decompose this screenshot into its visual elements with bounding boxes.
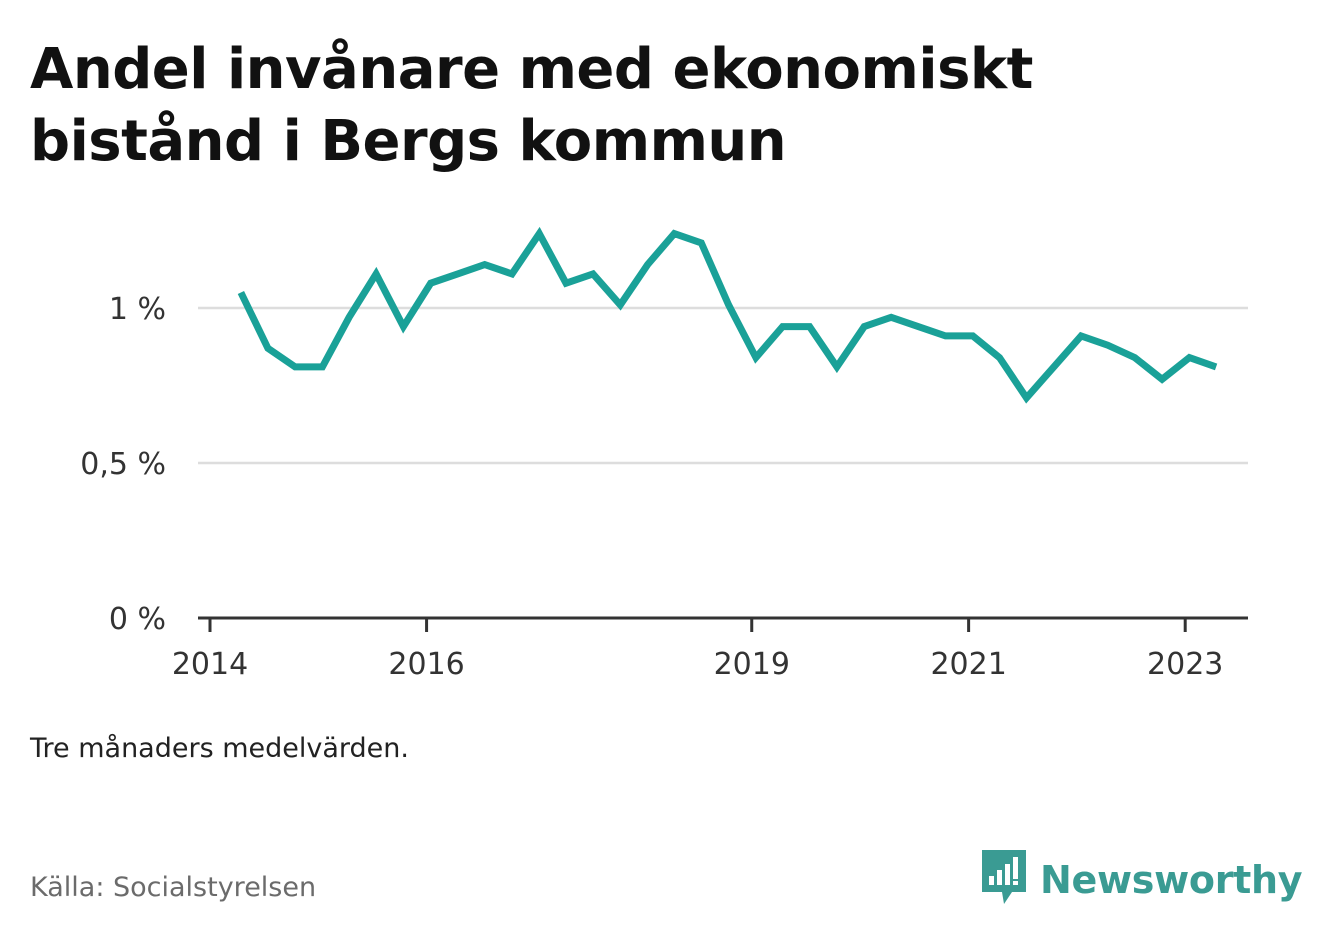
x-tick-label: 2014 [172,647,248,682]
data-point [671,231,677,237]
data-point [536,231,542,237]
x-tick-label: 2019 [714,647,790,682]
data-point [590,271,596,277]
data-point [698,240,704,246]
data-point [482,262,488,268]
data-point [346,314,352,320]
data-point [1186,355,1192,361]
data-point [780,324,786,330]
x-tick-label: 2021 [930,647,1006,682]
data-point [645,262,651,268]
series-layer [237,226,1219,404]
data-point [1023,395,1029,401]
data-point [563,280,569,286]
data-point [428,280,434,286]
data-point [1159,376,1165,382]
data-point [400,324,406,330]
data-point [753,355,759,361]
data-point [265,345,271,351]
data-point [726,302,732,308]
data-point [455,271,461,277]
data-point [617,302,623,308]
data-point [942,333,948,339]
brand-logo[interactable]: Newsworthy [980,848,1303,912]
x-tick-label: 2016 [388,647,464,682]
data-point [1132,355,1138,361]
data-point [292,364,298,370]
data-point [1213,364,1219,370]
data-point [915,324,921,330]
chart-title: Andel invånare med ekonomiskt bistånd i … [30,37,1033,174]
y-tick-label: 0 % [109,602,166,637]
bar-chart-badge-icon [980,848,1028,912]
data-point [834,364,840,370]
brand-name: Newsworthy [1040,858,1303,902]
data-point [319,364,325,370]
y-tick-label: 0,5 % [80,447,166,482]
data-point [373,271,379,277]
data-point [1105,342,1111,348]
line-chart: 0 % 0,5 % 1 % 2014 2016 2019 2021 2023 [80,226,1248,682]
x-tick-label: 2023 [1147,647,1223,682]
data-point [238,290,244,296]
data-point [996,355,1002,361]
source-text: Källa: Socialstyrelsen [30,872,317,903]
chart-note: Tre månaders medelvärden. [30,733,409,764]
x-axis-labels: 2014 2016 2019 2021 2023 [172,647,1224,682]
data-point [509,271,515,277]
data-point [970,333,976,339]
y-axis-labels: 0 % 0,5 % 1 % [80,292,166,637]
data-point [861,324,867,330]
x-axis [198,616,1248,632]
series-line [237,226,1218,404]
data-point [807,324,813,330]
data-point [1051,364,1057,370]
data-point [1078,333,1084,339]
gridlines [198,306,1248,465]
y-tick-label: 1 % [109,292,166,327]
data-point [888,314,894,320]
